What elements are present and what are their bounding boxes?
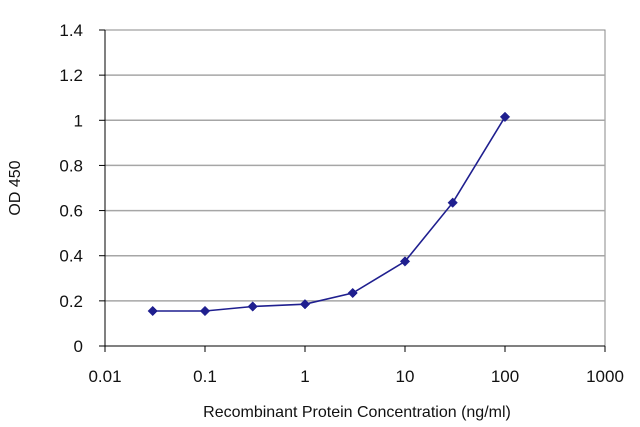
data-point (199, 305, 211, 317)
data-point (399, 256, 411, 267)
x-axis: 0.01 0.1 1 10 100 1000 Recombinant Protein Co… (88, 345, 624, 421)
data-point (147, 305, 158, 317)
y-tick-label: 1 (74, 111, 83, 130)
x-tick-labels: 0.01 0.1 1 10 100 1000 (88, 367, 623, 386)
x-tick-label: 100 (491, 367, 519, 386)
y-tick-label: 0.6 (59, 202, 83, 221)
y-tick-marks (99, 29, 105, 347)
y-tick-label: 0.2 (59, 292, 83, 311)
gridlines (105, 74, 605, 302)
series-line (152, 116, 506, 312)
x-tick-label: 1 (300, 367, 309, 386)
y-tick-label: 1.4 (59, 21, 83, 40)
data-point (347, 287, 358, 299)
y-axis-title: OD 450 (7, 160, 24, 215)
y-tick-label: 0.8 (59, 156, 83, 175)
y-tick-labels: 0 0.2 0.4 0.6 0.8 1 1.2 1.4 (59, 21, 83, 356)
y-tick-label: 1.2 (59, 66, 83, 85)
plot-frame (104, 29, 606, 347)
data-point (499, 111, 511, 123)
x-axis-title: Recombinant Protein Concentration (ng/ml… (203, 404, 511, 421)
x-tick-marks (104, 346, 606, 352)
y-tick-label: 0.4 (59, 247, 83, 266)
series-layer (147, 111, 511, 317)
data-point (447, 197, 458, 208)
x-tick-label: 1000 (586, 367, 624, 386)
data-point (247, 301, 258, 312)
y-tick-label: 0 (74, 337, 83, 356)
data-point (299, 299, 311, 310)
x-tick-label: 10 (396, 367, 415, 386)
x-tick-label: 0.01 (88, 367, 121, 386)
x-tick-label: 0.1 (193, 367, 217, 386)
y-axis: 0 0.2 0.4 0.6 0.8 1 1.2 1.4 OD 450 (7, 21, 106, 356)
plot-area (104, 29, 606, 347)
